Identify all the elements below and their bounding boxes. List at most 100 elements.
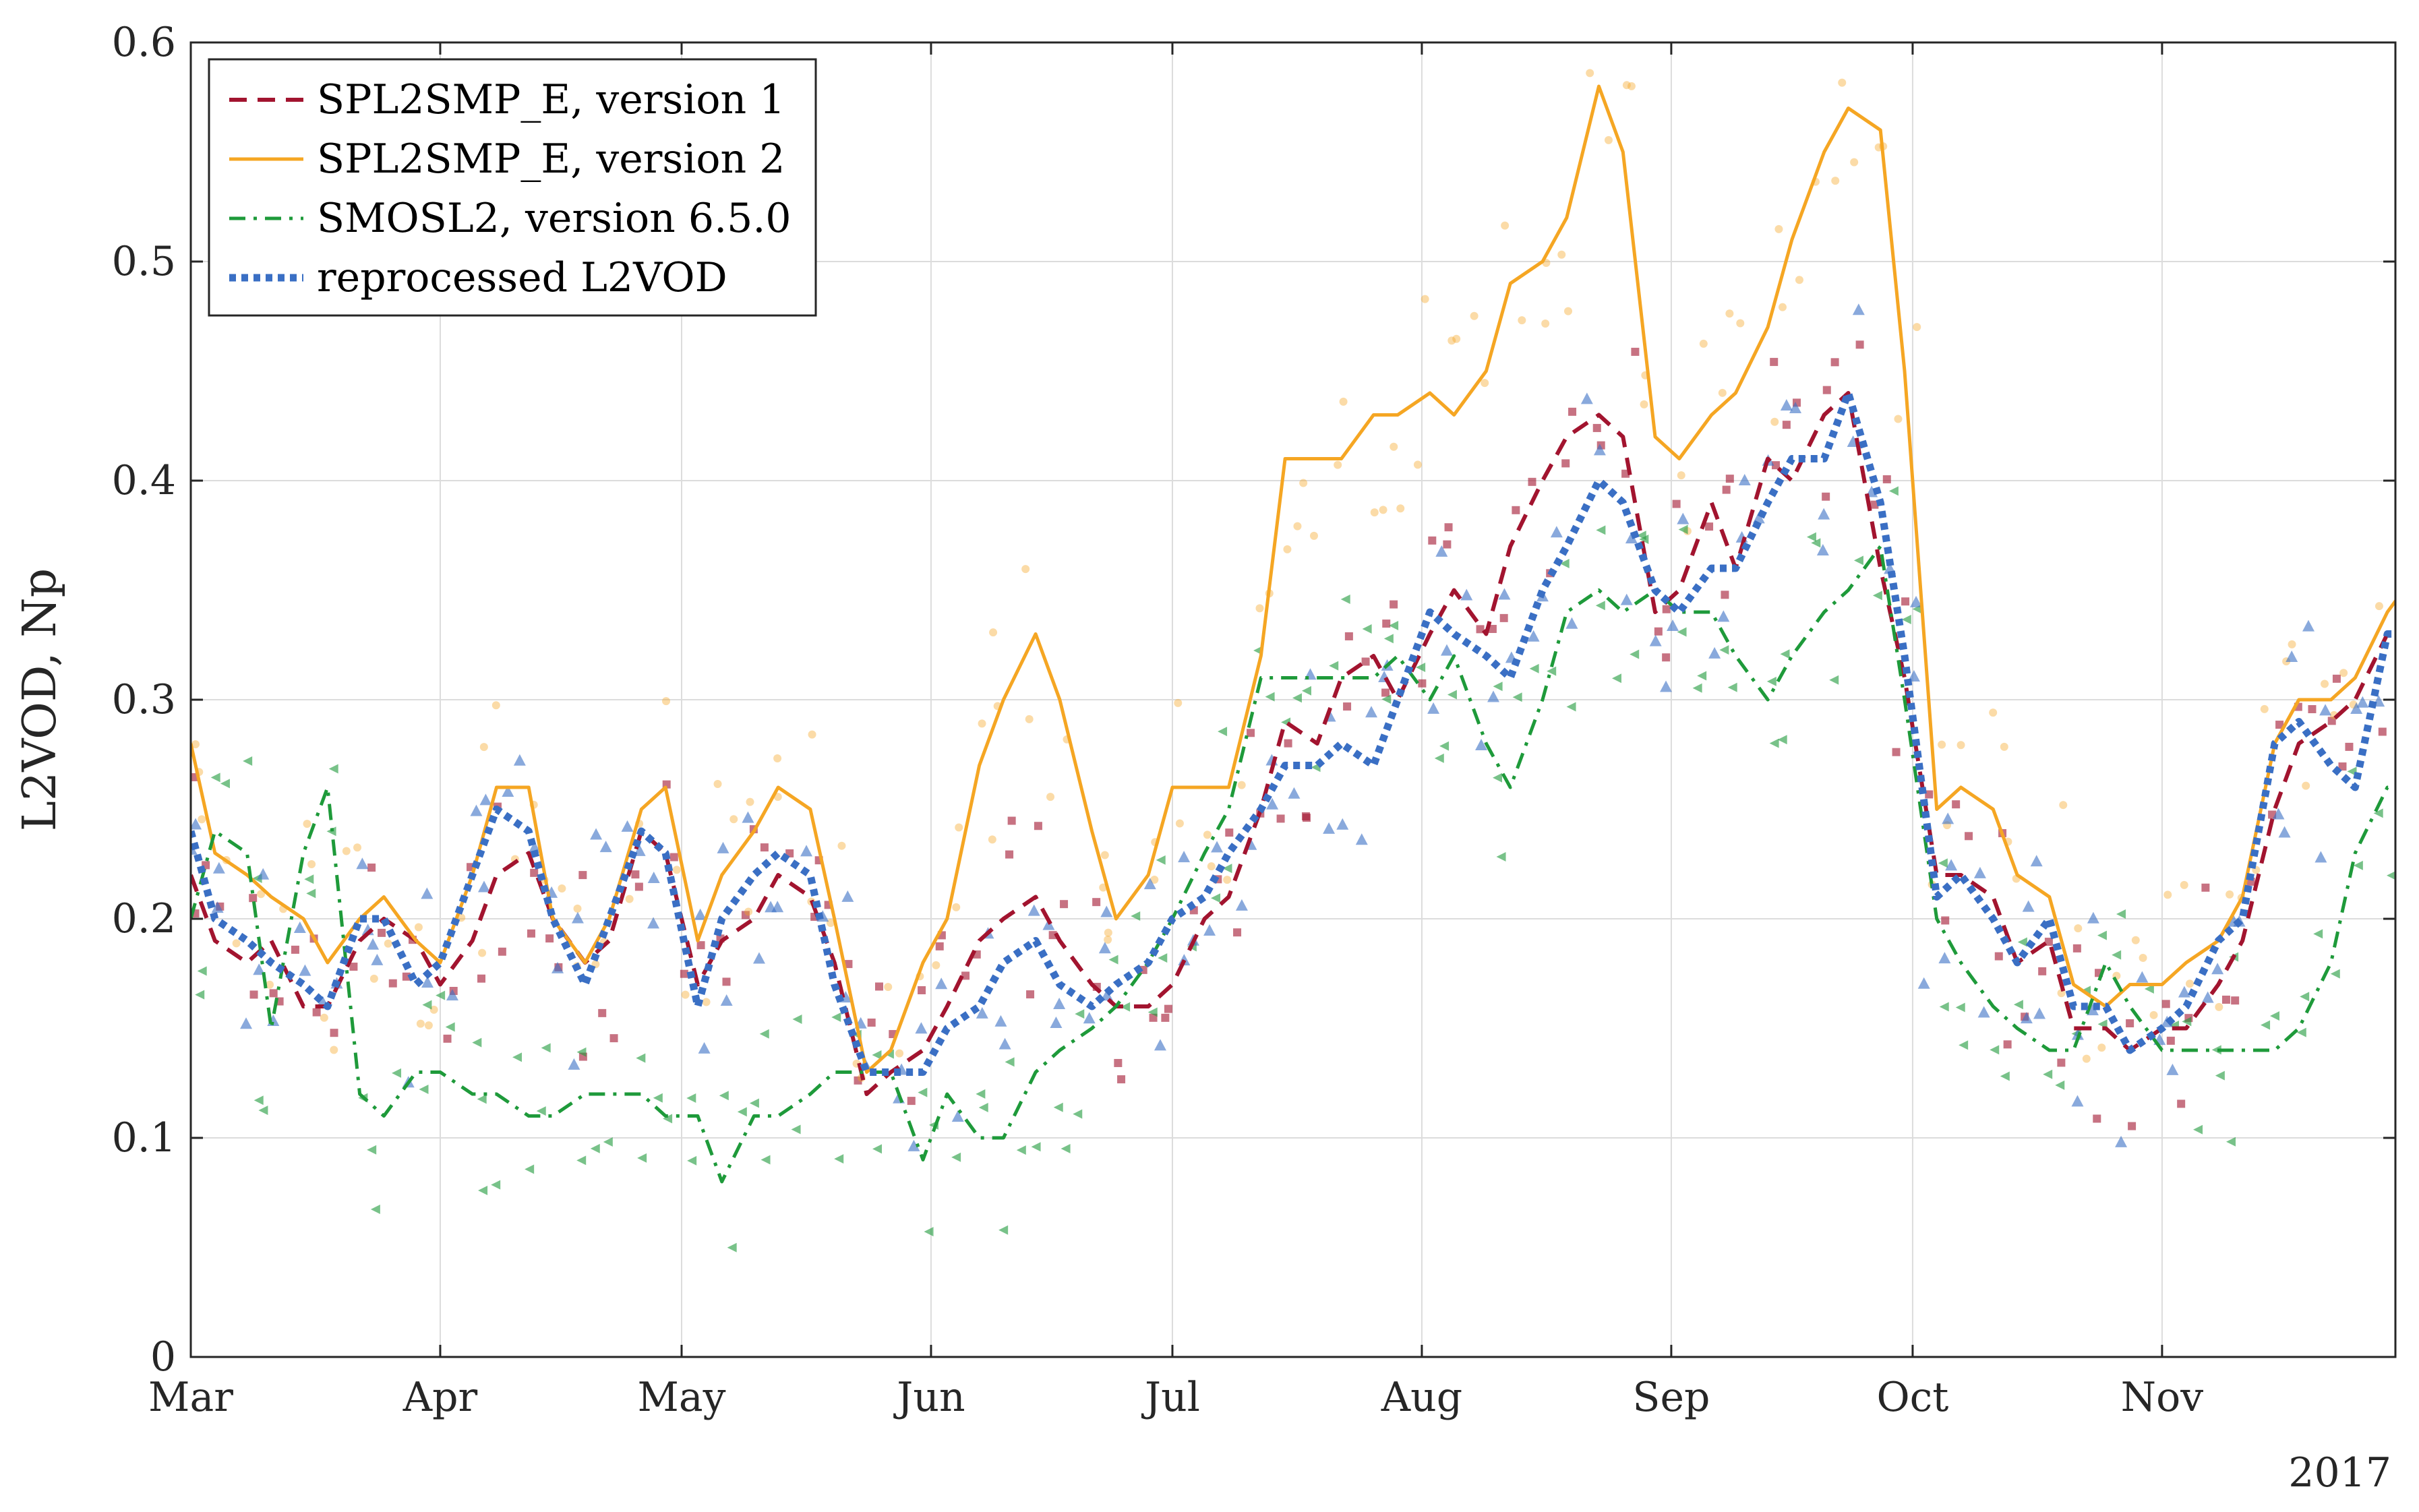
year-label: 2017 [2288, 1449, 2391, 1496]
scatter-triangle-left-point [637, 1153, 647, 1163]
scatter-square-point [1007, 816, 1016, 825]
scatter-circle-point [1622, 81, 1631, 90]
scatter-square-point [477, 974, 486, 983]
scatter-circle-point [837, 841, 846, 850]
scatter-square-point [2177, 1099, 2186, 1108]
scatter-circle-point [1283, 545, 1292, 553]
scatter-triangle-up-point [2087, 911, 2099, 924]
scatter-triangle-left-point [636, 1053, 646, 1063]
scatter-triangle-left-point [976, 1089, 986, 1099]
x-tick-label: Mar [148, 1374, 233, 1421]
scatter-square-point [498, 947, 506, 956]
scatter-circle-point [1339, 397, 1348, 406]
scatter-triangle-up-point [621, 820, 634, 832]
scatter-circle-point [1831, 177, 1840, 185]
scatter-triangle-up-point [841, 890, 854, 902]
scatter-triangle-left-point [2386, 871, 2395, 880]
scatter-triangle-left-point [2226, 1137, 2236, 1147]
scatter-triangle-up-point [800, 845, 813, 857]
scatter-triangle-up-point [2086, 1004, 2099, 1016]
scatter-triangle-left-point [1381, 694, 1392, 704]
scatter-square-point [1722, 485, 1731, 494]
x-tick-label: Apr [402, 1374, 478, 1421]
scatter-triangle-up-point [590, 828, 603, 840]
scatter-triangle-left-point [392, 1068, 402, 1078]
scatter-square-point [1114, 1058, 1123, 1067]
scatter-circle-point [2321, 679, 2329, 688]
scatter-circle-point [702, 998, 711, 1006]
scatter-triangle-up-point [1100, 905, 1113, 917]
scatter-circle-point [424, 1021, 433, 1030]
scatter-square-point [1870, 500, 1879, 509]
scatter-square-point [696, 941, 705, 950]
x-tick-label: May [637, 1374, 725, 1421]
scatter-circle-point [2302, 781, 2310, 790]
scatter-triangle-up-point [1938, 952, 1951, 964]
scatter-square-point [2378, 727, 2387, 736]
scatter-triangle-left-point [1383, 634, 1394, 644]
scatter-triangle-left-point [1121, 1002, 1131, 1012]
scatter-square-point [402, 972, 411, 981]
scatter-square-point [2128, 1122, 2137, 1130]
scatter-circle-point [1989, 708, 1998, 717]
legend-box [208, 58, 817, 317]
scatter-triangle-up-point [2350, 702, 2363, 714]
scatter-square-point [1381, 688, 1390, 697]
scatter-circle-point [1770, 417, 1779, 426]
scatter-triangle-up-point [1460, 588, 1473, 601]
scatter-triangle-left-point [663, 1114, 673, 1124]
scatter-circle-point [478, 948, 487, 957]
scatter-circle-point [662, 697, 671, 706]
scatter-triangle-left-point [1853, 555, 1863, 566]
scatter-square-point [2231, 996, 2240, 1005]
scatter-circle-point [2163, 890, 2172, 899]
y-tick-label: 0.2 [112, 895, 176, 942]
scatter-triangle-left-point [1439, 741, 1450, 751]
scatter-circle-point [1736, 319, 1745, 328]
scatter-square-point [1721, 591, 1729, 599]
scatter-triangle-left-point [872, 1050, 882, 1060]
scatter-square-point [2345, 742, 2354, 751]
scatter-triangle-up-point [253, 963, 266, 975]
scatter-triangle-up-point [1203, 924, 1216, 936]
scatter-triangle-left-point [1547, 666, 1557, 676]
scatter-triangle-left-point [1211, 893, 1221, 903]
scatter-triangle-left-point [834, 1154, 844, 1164]
scatter-square-point [378, 928, 386, 937]
scatter-triangle-left-point [1769, 738, 1779, 748]
scatter-circle-point [2059, 801, 2068, 810]
scatter-square-point [1631, 347, 1640, 356]
scatter-circle-point [330, 1046, 338, 1054]
scatter-circle-point [491, 701, 500, 710]
scatter-circle-point [266, 980, 274, 989]
scatter-square-point [2093, 1114, 2101, 1123]
scatter-triangle-left-point [536, 1106, 546, 1116]
scatter-square-point [1225, 828, 1234, 837]
scatter-triangle-up-point [1440, 644, 1453, 656]
scatter-circle-point [1175, 819, 1184, 828]
series-line-4 [191, 389, 2395, 1076]
scatter-triangle-left-point [370, 1205, 380, 1215]
legend: SPL2SMP_E, version 1 SPL2SMP_E, version 2… [208, 58, 817, 317]
scatter-square-point [1568, 407, 1577, 416]
scatter-triangle-up-point [1818, 508, 1830, 520]
scatter-triangle-up-point [2356, 696, 2369, 708]
scatter-triangle-left-point [1780, 649, 1790, 659]
scatter-circle-point [1255, 604, 1264, 613]
scatter-circle-point [1957, 741, 1965, 750]
scatter-square-point [1770, 357, 1779, 366]
scatter-triangle-up-point [211, 901, 224, 913]
scatter-triangle-up-point [720, 994, 733, 1006]
x-tick-label: Aug [1381, 1374, 1462, 1421]
scatter-square-point [1771, 461, 1780, 470]
scatter-triangle-left-point [1806, 532, 1816, 542]
scatter-triangle-left-point [1697, 671, 1707, 681]
scatter-circle-point [2260, 704, 2269, 713]
scatter-square-point [1164, 1004, 1172, 1013]
scatter-circle-point [1223, 876, 1232, 884]
scatter-triangle-left-point [831, 1012, 841, 1023]
scatter-circle-point [884, 983, 893, 992]
scatter-triangle-up-point [446, 989, 458, 1001]
scatter-triangle-left-point [1512, 692, 1522, 702]
scatter-triangle-left-point [1053, 1102, 1063, 1112]
